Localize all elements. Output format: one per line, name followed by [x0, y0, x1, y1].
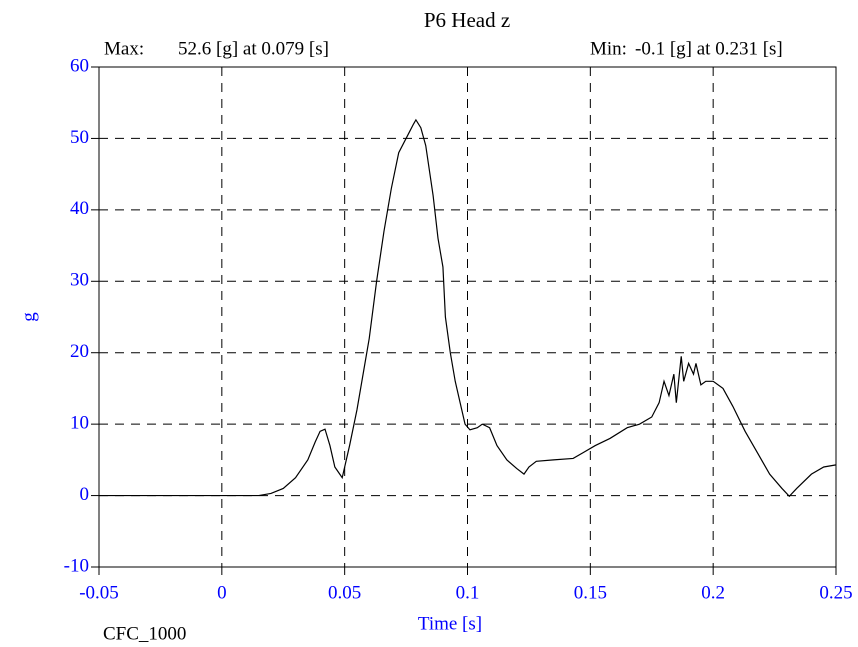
x-axis-label: Time [s] — [418, 613, 482, 634]
y-tick-label: 10 — [70, 413, 89, 434]
x-tick-label: 0.2 — [701, 582, 725, 603]
y-tick-label: 20 — [70, 341, 89, 362]
x-tick-label: 0.15 — [574, 582, 607, 603]
data-line — [99, 118, 837, 498]
x-tick-label: 0 — [217, 582, 227, 603]
y-tick-label: 50 — [70, 127, 89, 148]
y-tick-label: 30 — [70, 270, 89, 291]
x-tick-label: 0.1 — [456, 582, 480, 603]
y-tick-label: 40 — [70, 198, 89, 219]
max-label: Max: — [104, 38, 144, 59]
y-axis-label: g — [18, 312, 39, 322]
plot-frame — [98, 66, 837, 568]
y-tick-label: 60 — [70, 55, 89, 76]
y-tick-label: -10 — [64, 555, 89, 576]
x-tick-label: 0.25 — [819, 582, 852, 603]
filter-label: CFC_1000 — [103, 623, 186, 644]
min-text: -0.1 [g] at 0.231 [s] — [635, 38, 783, 59]
y-tick-label: 0 — [80, 484, 90, 505]
min-label: Min: — [590, 38, 627, 59]
x-tick-label: -0.05 — [79, 582, 119, 603]
chart-title: P6 Head z — [424, 8, 510, 32]
x-tick-label: 0.05 — [328, 582, 361, 603]
max-text: 52.6 [g] at 0.079 [s] — [178, 38, 329, 59]
